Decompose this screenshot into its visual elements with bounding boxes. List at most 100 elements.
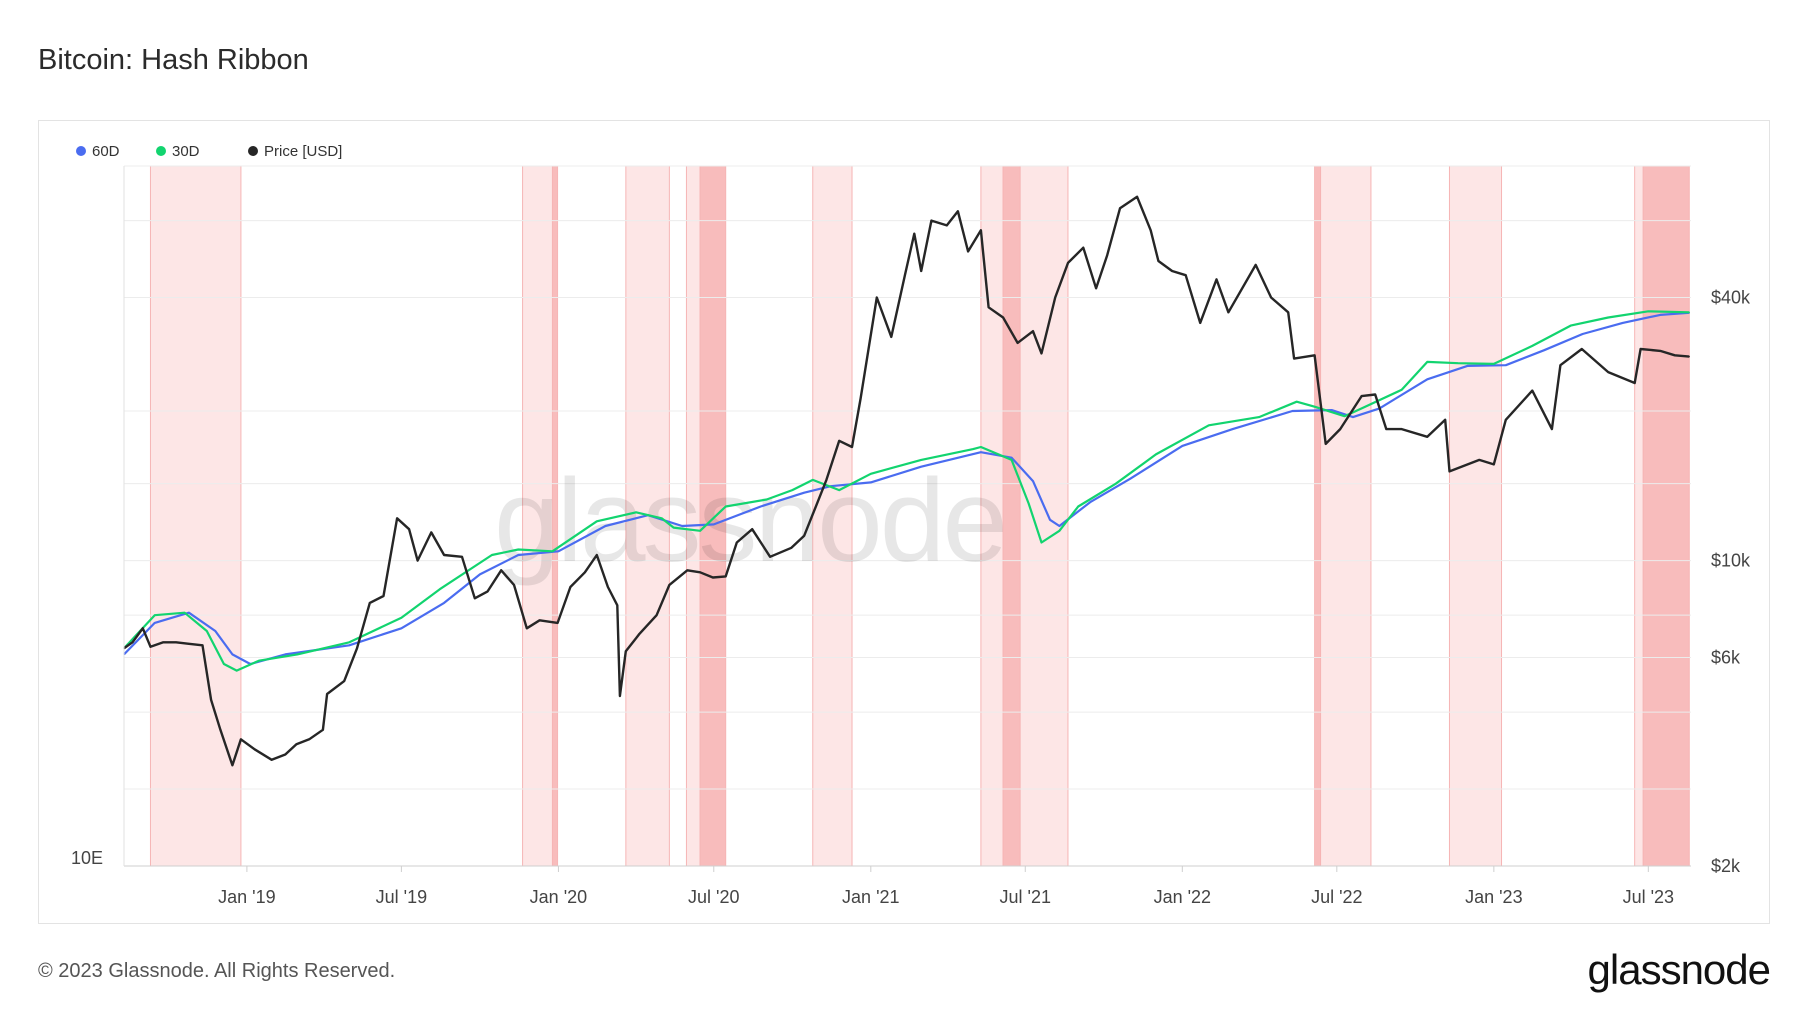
data-point bbox=[348, 641, 350, 643]
data-point bbox=[1016, 342, 1019, 344]
data-point bbox=[1622, 322, 1624, 324]
data-point bbox=[1032, 480, 1034, 482]
data-point bbox=[920, 459, 922, 461]
data-point bbox=[474, 597, 476, 599]
data-point bbox=[416, 559, 419, 562]
data-point bbox=[920, 466, 922, 468]
data-point bbox=[584, 571, 586, 573]
data-point bbox=[175, 641, 177, 643]
data-point bbox=[348, 644, 350, 646]
x-tick-label: Jul '19 bbox=[376, 887, 427, 907]
glassnode-logo[interactable]: glassnode bbox=[1587, 946, 1771, 993]
data-point bbox=[1478, 459, 1480, 461]
data-point bbox=[1106, 254, 1108, 256]
data-point bbox=[569, 586, 571, 588]
data-point bbox=[1095, 287, 1097, 289]
data-point bbox=[1032, 330, 1034, 332]
data-point bbox=[206, 630, 208, 632]
data-point bbox=[1089, 501, 1091, 503]
data-point bbox=[1185, 274, 1187, 276]
data-point bbox=[838, 440, 840, 442]
data-point bbox=[1559, 364, 1562, 366]
data-point bbox=[1011, 457, 1013, 459]
data-point bbox=[1054, 296, 1056, 299]
data-point bbox=[1049, 519, 1051, 521]
data-point bbox=[1581, 348, 1583, 350]
data-point bbox=[1181, 445, 1183, 447]
data-point bbox=[1505, 419, 1507, 421]
x-tick-label: Jul '23 bbox=[1623, 887, 1674, 907]
data-point bbox=[479, 573, 481, 575]
data-point bbox=[271, 759, 273, 761]
data-point bbox=[1296, 401, 1298, 403]
data-point bbox=[1129, 478, 1131, 480]
data-point bbox=[987, 306, 990, 308]
data-point bbox=[149, 646, 152, 648]
data-point bbox=[607, 586, 609, 588]
capitulation-band-7 bbox=[980, 166, 1004, 866]
data-point bbox=[859, 397, 862, 400]
data-point bbox=[904, 274, 906, 276]
data-point bbox=[1607, 316, 1609, 319]
data-point bbox=[604, 525, 606, 527]
data-point bbox=[1171, 270, 1173, 272]
data-point bbox=[223, 663, 225, 665]
data-point bbox=[526, 627, 528, 629]
data-point bbox=[1551, 428, 1553, 430]
data-point bbox=[1287, 311, 1289, 313]
data-point bbox=[625, 650, 627, 652]
data-point bbox=[803, 535, 805, 537]
data-point bbox=[812, 479, 814, 481]
data-point bbox=[870, 481, 872, 483]
data-point bbox=[557, 550, 560, 552]
data-point bbox=[1058, 525, 1061, 527]
data-point bbox=[1570, 325, 1572, 327]
data-point bbox=[210, 699, 212, 701]
data-point bbox=[1448, 470, 1451, 473]
data-point bbox=[284, 753, 286, 756]
data-point bbox=[619, 695, 621, 697]
data-point bbox=[713, 523, 715, 526]
series-line-30d bbox=[123, 310, 1690, 672]
data-point bbox=[1339, 428, 1341, 430]
data-point bbox=[1582, 333, 1584, 335]
data-point bbox=[1293, 357, 1295, 360]
legend-dot bbox=[156, 146, 166, 156]
data-point bbox=[1067, 262, 1069, 264]
data-point bbox=[725, 505, 727, 508]
data-point bbox=[439, 588, 441, 590]
data-point bbox=[1258, 416, 1260, 418]
data-point bbox=[443, 602, 445, 604]
data-point bbox=[1444, 419, 1446, 421]
data-point bbox=[322, 729, 324, 731]
data-point bbox=[461, 556, 463, 558]
data-point bbox=[980, 451, 982, 453]
data-point bbox=[1291, 410, 1294, 412]
data-point bbox=[1674, 354, 1676, 356]
data-point bbox=[231, 764, 233, 766]
data-point bbox=[635, 511, 637, 513]
data-point bbox=[1647, 310, 1649, 312]
data-point bbox=[295, 743, 298, 745]
data-point bbox=[1688, 356, 1690, 358]
hash-ribbon-chart[interactable]: 60D 30D Price [USD] glassnode Jan '19 Jul '… bbox=[39, 121, 1769, 923]
data-point bbox=[1331, 409, 1333, 411]
data-point bbox=[1270, 296, 1272, 299]
capitulation-band-14 bbox=[1643, 166, 1690, 866]
data-point bbox=[430, 531, 432, 534]
x-tick-label: Jan '23 bbox=[1465, 887, 1522, 907]
data-point bbox=[1028, 503, 1030, 505]
page-title: Bitcoin: Hash Ribbon bbox=[38, 44, 309, 76]
data-point bbox=[1385, 428, 1387, 430]
x-tick-label: Jan '22 bbox=[1154, 887, 1211, 907]
data-point bbox=[1426, 378, 1428, 380]
data-point bbox=[661, 517, 663, 519]
x-tick-label: Jul '20 bbox=[688, 887, 739, 907]
data-point bbox=[1531, 345, 1533, 347]
data-point bbox=[142, 627, 144, 629]
data-point bbox=[596, 520, 598, 522]
data-point bbox=[876, 296, 878, 299]
data-point bbox=[400, 627, 402, 629]
capitulation-band-10 bbox=[1314, 166, 1321, 866]
data-point bbox=[1215, 278, 1218, 281]
